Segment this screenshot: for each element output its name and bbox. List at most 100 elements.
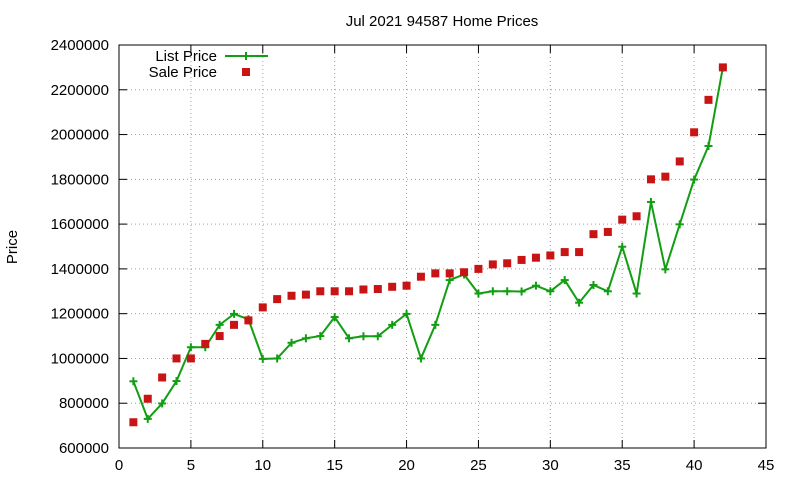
y-tick-label: 1600000 — [51, 216, 109, 233]
list-price-point — [258, 354, 267, 363]
sale-price-point — [704, 95, 713, 104]
list-price-point — [589, 281, 598, 290]
list-price-point — [661, 265, 670, 274]
list-price-point — [316, 332, 325, 341]
y-tick-label: 1200000 — [51, 306, 109, 323]
grid — [119, 45, 766, 448]
legend-swatch-sale-price — [242, 68, 250, 76]
y-tick-labels: 600000 800000 1000000 1200000 1400000 1600000… — [51, 37, 109, 457]
sale-price-point — [359, 285, 368, 294]
list-price-point — [330, 313, 339, 322]
x-tick-label: 10 — [254, 457, 271, 474]
y-tick-label: 800000 — [59, 395, 109, 412]
sale-price-point — [646, 175, 655, 184]
list-price-point — [359, 332, 368, 341]
sale-price-point — [632, 212, 641, 221]
sale-price-point — [589, 230, 598, 239]
list-price-point — [373, 332, 382, 341]
list-price-point — [560, 276, 569, 285]
sale-price-point — [445, 269, 454, 278]
list-price-line — [132, 67, 724, 420]
sale-price-point — [287, 291, 296, 300]
sale-price-point — [690, 128, 699, 137]
list-price-point — [230, 309, 239, 318]
sale-price-point — [517, 255, 526, 264]
legend-label-sale-price: Sale Price — [149, 64, 217, 81]
list-price-point — [172, 377, 181, 386]
x-tick-label: 25 — [470, 457, 487, 474]
legend-label-list-price: List Price — [155, 48, 217, 65]
x-tick-labels: 0 5 10 15 20 25 30 35 40 45 — [115, 457, 775, 474]
sale-price-point — [618, 215, 627, 224]
y-axis-label: Price — [4, 230, 21, 264]
list-price-point — [273, 354, 282, 363]
sale-price-point — [373, 285, 382, 294]
list-price-point — [345, 334, 354, 343]
sale-price-point — [503, 259, 512, 268]
list-price-point — [474, 289, 483, 298]
x-tick-label: 35 — [614, 457, 631, 474]
list-price-point — [632, 289, 641, 298]
sale-price-point — [661, 172, 670, 181]
sale-price-point — [186, 354, 195, 363]
sale-price-point — [603, 227, 612, 236]
x-tick-label: 45 — [758, 457, 775, 474]
list-price-point — [402, 309, 411, 318]
sale-price-point — [675, 157, 684, 166]
sale-price-point — [575, 248, 584, 257]
y-tick-label: 2000000 — [51, 127, 109, 144]
sale-price-point — [301, 290, 310, 299]
sale-price-point — [201, 339, 210, 348]
list-price-point — [675, 220, 684, 229]
list-price-point — [301, 334, 310, 343]
sale-price-point — [402, 281, 411, 290]
list-price-point — [517, 287, 526, 296]
list-price-point — [215, 320, 224, 329]
list-price-point — [575, 298, 584, 307]
sale-price-point — [215, 332, 224, 341]
sale-price-point — [143, 394, 152, 403]
chart-title: Jul 2021 94587 Home Prices — [346, 13, 539, 30]
legend-marker-sale-price — [242, 68, 250, 76]
sale-price-point — [244, 316, 253, 325]
x-tick-label: 20 — [398, 457, 415, 474]
sale-price-point — [172, 354, 181, 363]
sale-price-point — [546, 251, 555, 260]
list-price-point — [287, 338, 296, 347]
list-price-point — [416, 354, 425, 363]
list-price-point — [603, 287, 612, 296]
y-tick-label: 600000 — [59, 440, 109, 457]
sale-price-point — [718, 63, 727, 72]
list-price-point — [646, 197, 655, 206]
x-tick-label: 30 — [542, 457, 559, 474]
list-price-point — [546, 287, 555, 296]
legend-marker-list-price — [242, 52, 250, 60]
sale-price-point — [273, 295, 282, 304]
sale-price-point — [158, 373, 167, 382]
sale-price-point — [330, 287, 339, 296]
x-tick-label: 0 — [115, 457, 123, 474]
sale-price-point — [474, 264, 483, 273]
sale-price-point — [531, 253, 540, 262]
x-tick-label: 15 — [326, 457, 343, 474]
sale-price-point — [230, 320, 239, 329]
sale-price-point — [316, 287, 325, 296]
y-tick-label: 2400000 — [51, 37, 109, 54]
legend-swatch-list-price — [225, 52, 268, 60]
list-price-point — [129, 377, 138, 386]
sale-price-point — [416, 272, 425, 281]
sale-price-point — [129, 418, 138, 427]
y-tick-label: 1000000 — [51, 350, 109, 367]
y-tick-label: 1800000 — [51, 171, 109, 188]
legend: List Price Sale Price — [149, 48, 268, 81]
list-price-point — [431, 320, 440, 329]
sale-price-point — [388, 282, 397, 291]
list-price-point — [618, 242, 627, 251]
list-price-point — [143, 414, 152, 423]
list-price-point — [488, 287, 497, 296]
plot-frame — [118, 44, 767, 449]
list-price-point — [445, 276, 454, 285]
sale-price-point — [431, 269, 440, 278]
sale-price-point — [488, 260, 497, 269]
sale-price-point — [258, 303, 267, 312]
